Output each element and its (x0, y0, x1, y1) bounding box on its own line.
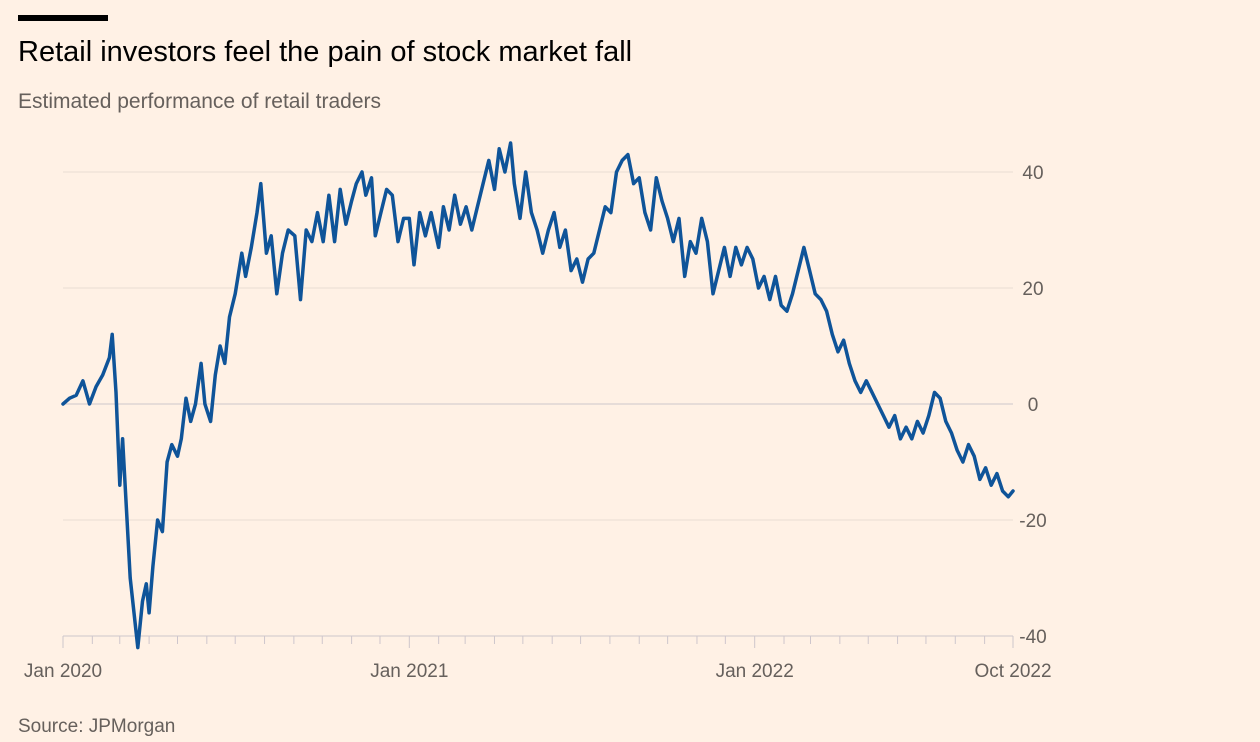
x-tick-label: Oct 2022 (974, 661, 1051, 682)
brand-bar (18, 15, 108, 21)
x-tick-label: Jan 2022 (716, 661, 794, 682)
x-axis (62, 635, 1014, 648)
y-tick-label: -40 (1019, 627, 1046, 648)
y-tick-label: 40 (1022, 163, 1043, 184)
chart-title: Retail investors feel the pain of stock … (18, 36, 633, 68)
chart-subtitle: Estimated performance of retail traders (18, 90, 381, 113)
y-tick-label: 20 (1022, 279, 1043, 300)
source-note: Source: JPMorgan (18, 716, 176, 737)
tick-labels: 40 20 0 -20 -40 Jan 2020 Jan 2021 Jan 2022 Oct 2… (24, 163, 1052, 682)
y-tick-label: 0 (1028, 395, 1039, 416)
y-tick-label: -20 (1019, 511, 1046, 532)
x-tick-label: Jan 2021 (370, 661, 448, 682)
series-line-1 (61, 141, 1015, 650)
x-tick-label: Jan 2020 (24, 661, 102, 682)
series-layer (61, 141, 1015, 650)
